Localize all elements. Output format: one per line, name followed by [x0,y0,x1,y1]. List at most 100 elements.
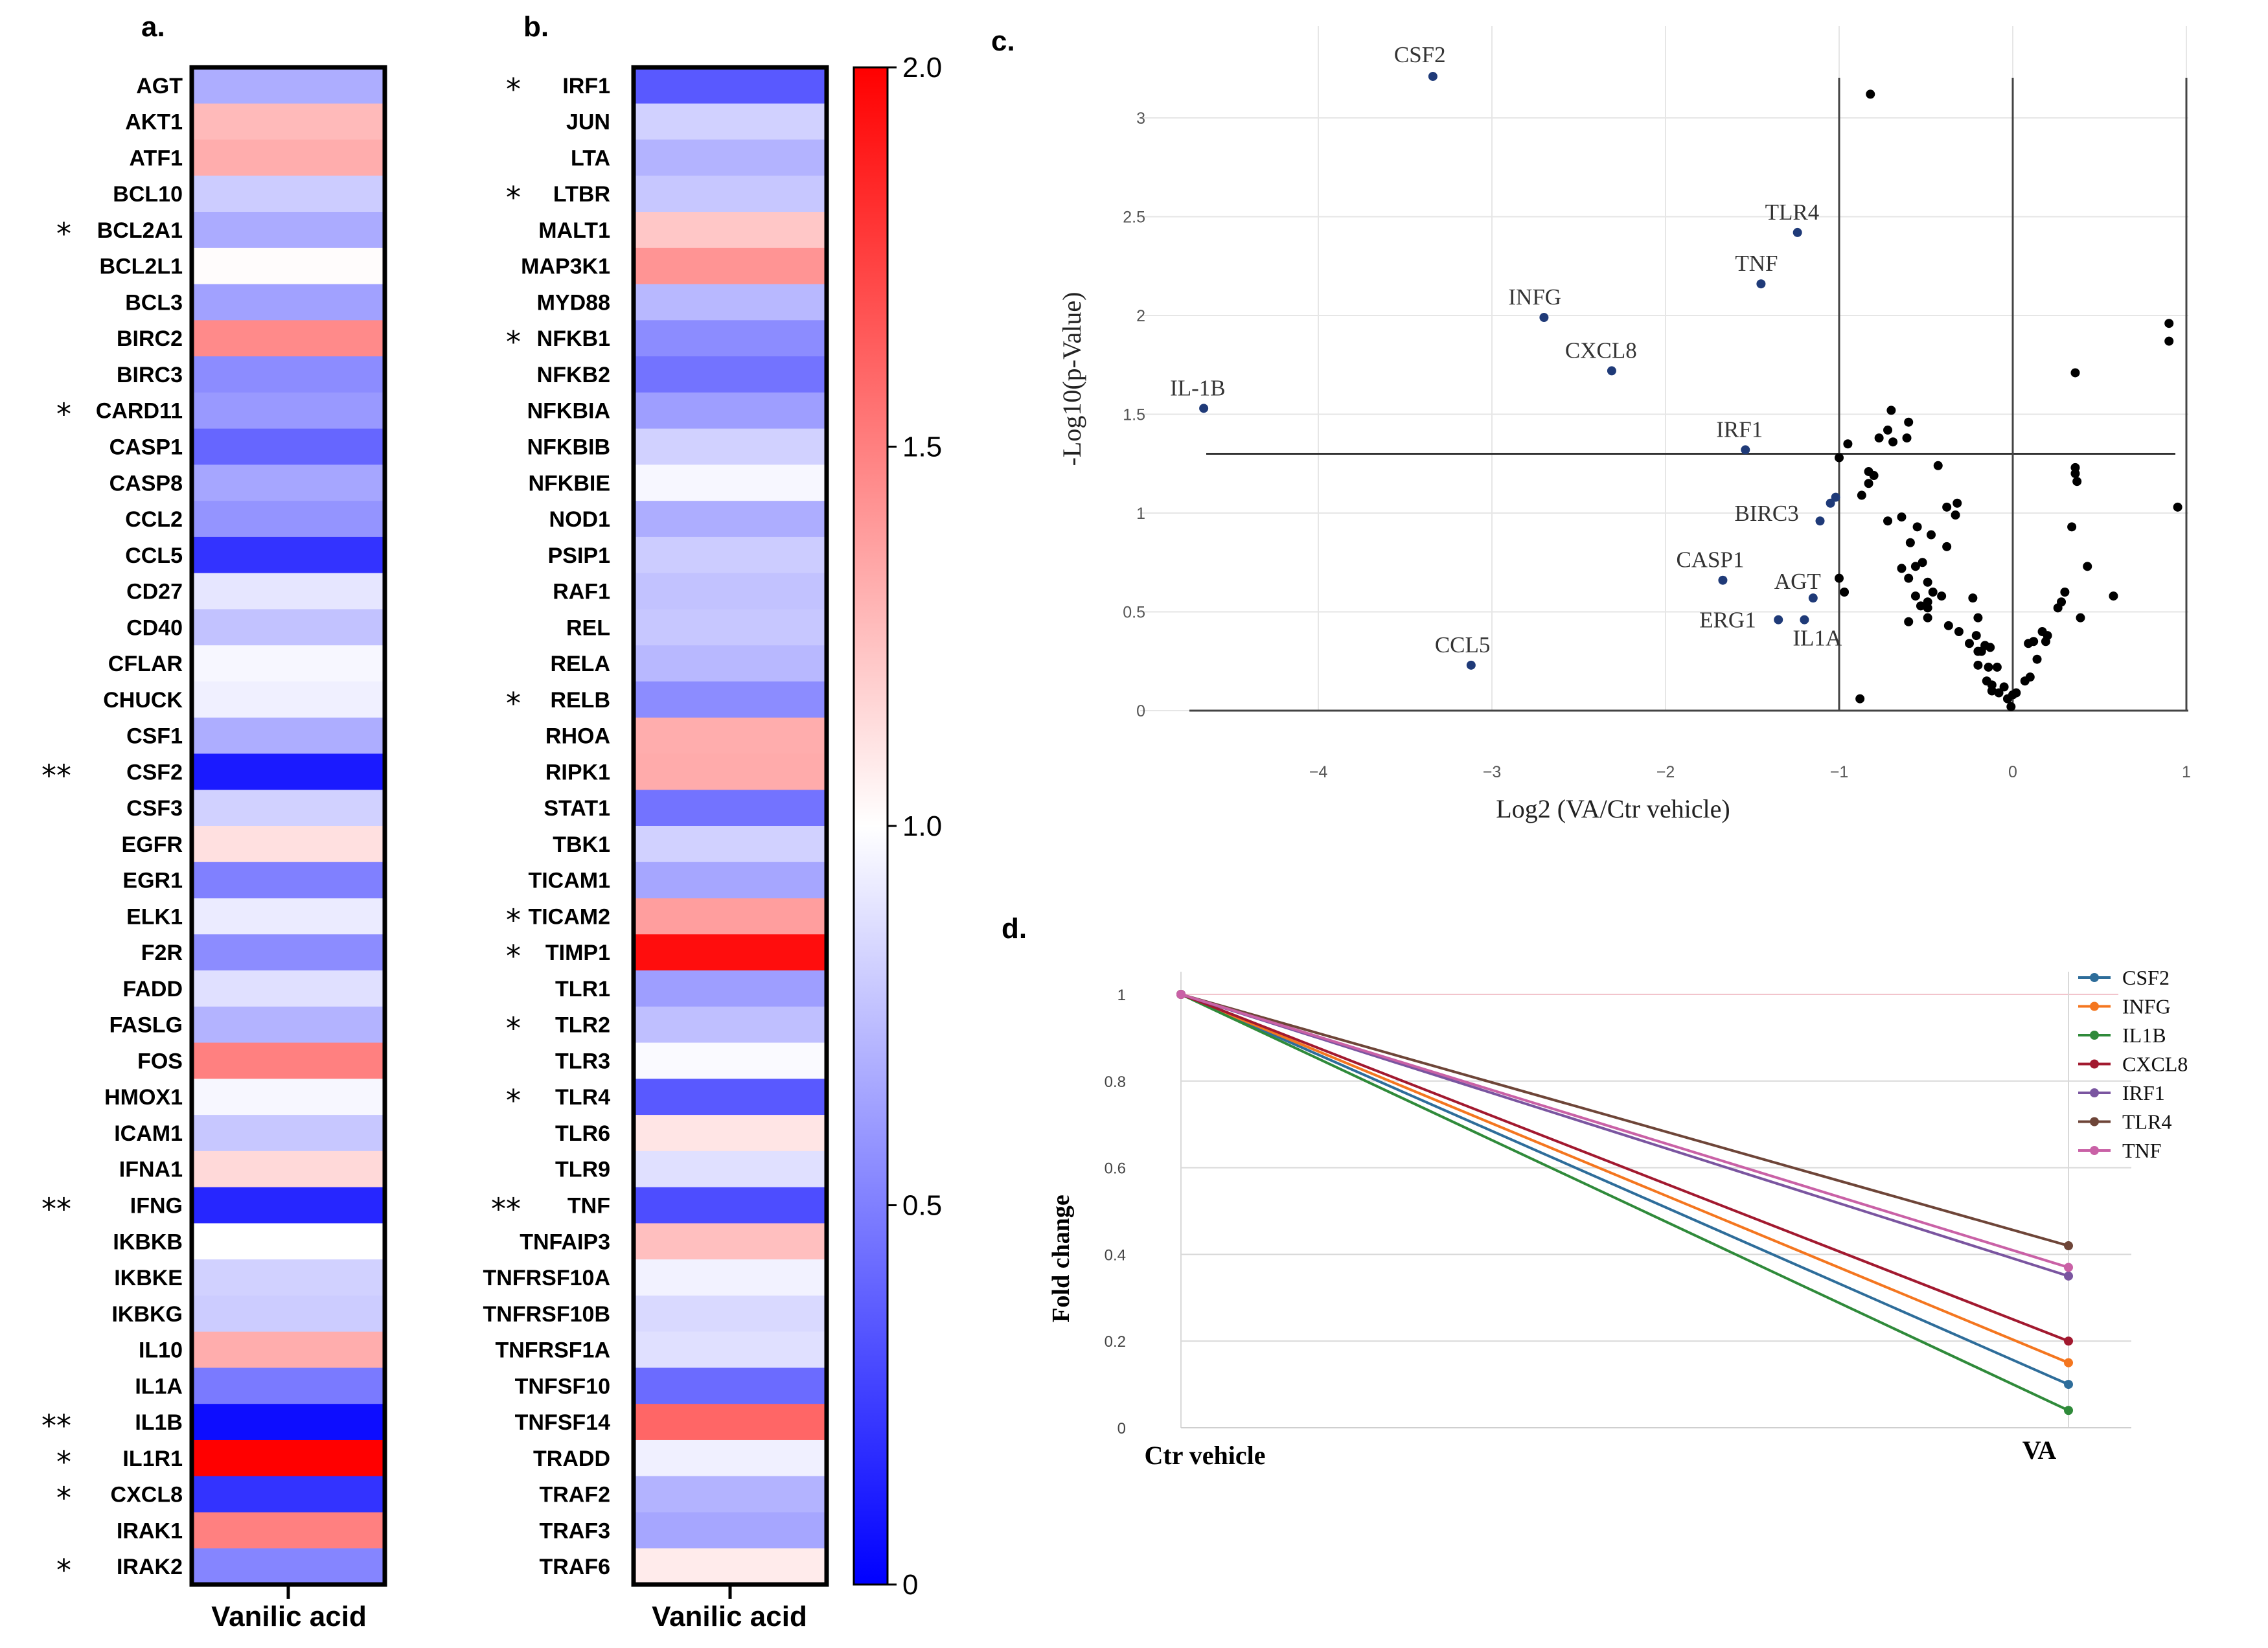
heatmap-row-label: IRAK2 [117,1555,183,1579]
volcano-point [1905,538,1915,547]
volcano-point-label: CSF2 [1394,42,1446,67]
legend-marker [2090,1117,2099,1127]
volcano-labeled-point [1774,615,1783,624]
heatmap-cell-bcl3 [192,284,385,321]
heatmap-cell-nfkb1 [634,320,827,357]
significance-marker: * [506,1083,521,1118]
volcano-point-label: TNF [1735,251,1778,276]
volcano-point-label: CXCL8 [1565,338,1637,363]
colorbar-tick-label: 1.0 [902,810,942,842]
heatmap-cell-ccl5 [192,536,385,574]
heatmap-row-label: CSF2 [126,760,183,784]
volcano-point [1910,591,1920,601]
volcano-point [1904,417,1914,427]
heatmap-row-label: RIPK1 [545,760,610,784]
legend-marker [2090,1146,2099,1155]
heatmap-cell-traf3 [634,1512,827,1549]
line-ytick-label: 0.8 [1105,1073,1126,1091]
legend-marker [2090,1031,2099,1040]
series-line-irf1 [1180,993,2069,1277]
heatmap-cell-elk1 [192,898,385,935]
heatmap-cell-tnfrsf1a [634,1331,827,1369]
panel-label-d: d. [1002,913,1027,944]
significance-marker: ** [41,1408,71,1443]
volcano-point [1933,461,1943,470]
heatmap-row-label: JUN [566,110,610,135]
volcano-ytick-label: 2.5 [1123,209,1145,227]
volcano-labeled-point [1718,575,1728,585]
volcano-point [1835,453,1844,463]
heatmap-cell-tnfrsf10a [634,1259,827,1296]
heatmap-cell-ikbke [192,1259,385,1296]
series-point-il1b [2064,1406,2073,1415]
heatmap-cell-birc3 [192,356,385,393]
volcano-labeled-point [1539,313,1549,323]
volcano-point [1897,512,1907,522]
volcano-highlight-point [1831,492,1840,502]
volcano-point [1942,542,1952,551]
line-ytick-label: 0.6 [1105,1160,1126,1178]
heatmap-row-label: IKBKE [114,1266,183,1290]
volcano-point [1994,688,2004,698]
series-point-tnf [2064,1263,2073,1272]
heatmap-row-label: CARD11 [96,399,183,424]
series-point-cxcl8 [2064,1336,2073,1346]
heatmap-row-label: TNFRSF10A [483,1266,610,1290]
heatmap-row-label: TLR4 [555,1085,610,1110]
volcano-xlabel: Log2 (VA/Ctr vehicle) [1496,794,1730,823]
heatmap-cell-chuck [192,681,385,718]
heatmap-cell-tlr1 [634,970,827,1007]
volcano-xtick-label: −4 [1309,763,1328,781]
heatmap-row-label: IL1B [135,1410,183,1435]
heatmap-cell-tnfsf14 [634,1404,827,1441]
volcano-ytick-label: 3 [1136,109,1145,128]
volcano-point [1897,564,1907,573]
heatmap-row-label: TNFRSF1A [495,1338,610,1363]
heatmap-cell-egr1 [192,862,385,899]
heatmap-cell-hmox1 [192,1079,385,1116]
volcano-point [1954,627,1964,636]
heatmap-row-label: FADD [122,977,183,1001]
volcano-ylabel: -Log10(p-Value) [1057,292,1086,466]
heatmap-cell-fos [192,1042,385,1079]
heatmap-cell-nfkbia [634,392,827,429]
heatmap-row-label: IFNG [130,1194,183,1219]
heatmap-row-label: MYD88 [537,290,610,315]
volcano-point [1923,613,1932,623]
heatmap-cell-tlr9 [634,1150,827,1188]
volcano-point [2029,637,2039,647]
heatmap-row-label: IFNA1 [119,1158,183,1182]
heatmap-row-label: BIRC3 [117,363,183,387]
heatmap-cell-cd40 [192,609,385,646]
heatmap-cell-ikbkg [192,1295,385,1333]
heatmap-row-label: STAT1 [544,796,610,821]
heatmap-row-label: TLR6 [555,1121,610,1146]
significance-marker: ** [41,758,71,793]
heatmap-row-label: TIMP1 [545,941,610,965]
line-legend: CSF2 INFG IL1B CXCL8 IRF1 TLR4 TNF [2078,966,2188,1162]
legend-label: IRF1 [2122,1081,2165,1104]
heatmap-cell-card11 [192,392,385,429]
colorbar-tick-label: 1.5 [902,431,942,463]
heatmap-row-label: TICAM1 [528,869,610,893]
heatmap-cell-irak2 [192,1548,385,1585]
series-line-tlr4 [1180,993,2069,1247]
heatmap-cell-f2r [192,934,385,971]
heatmap-cell-irak1 [192,1512,385,1549]
heatmap-row-label: CD27 [126,580,183,604]
heatmap-cell-egfr [192,826,385,863]
legend-label: CXCL8 [2122,1053,2188,1076]
significance-marker: * [56,1553,71,1588]
heatmap-row-label: RELB [550,688,610,713]
heatmap-row-label: IRF1 [562,74,610,98]
heatmap-cell-csf2 [192,753,385,790]
volcano-point [1888,437,1898,447]
heatmap-row-label: EGR1 [122,869,183,893]
heatmap-row-label: IL1R1 [122,1447,183,1471]
volcano-point [1843,439,1853,449]
heatmap-cell-agt [192,67,385,104]
significance-marker: * [506,1011,521,1046]
heatmap-row-label: TNFSF14 [515,1410,610,1435]
volcano-point-label: ERG1 [1699,608,1756,633]
